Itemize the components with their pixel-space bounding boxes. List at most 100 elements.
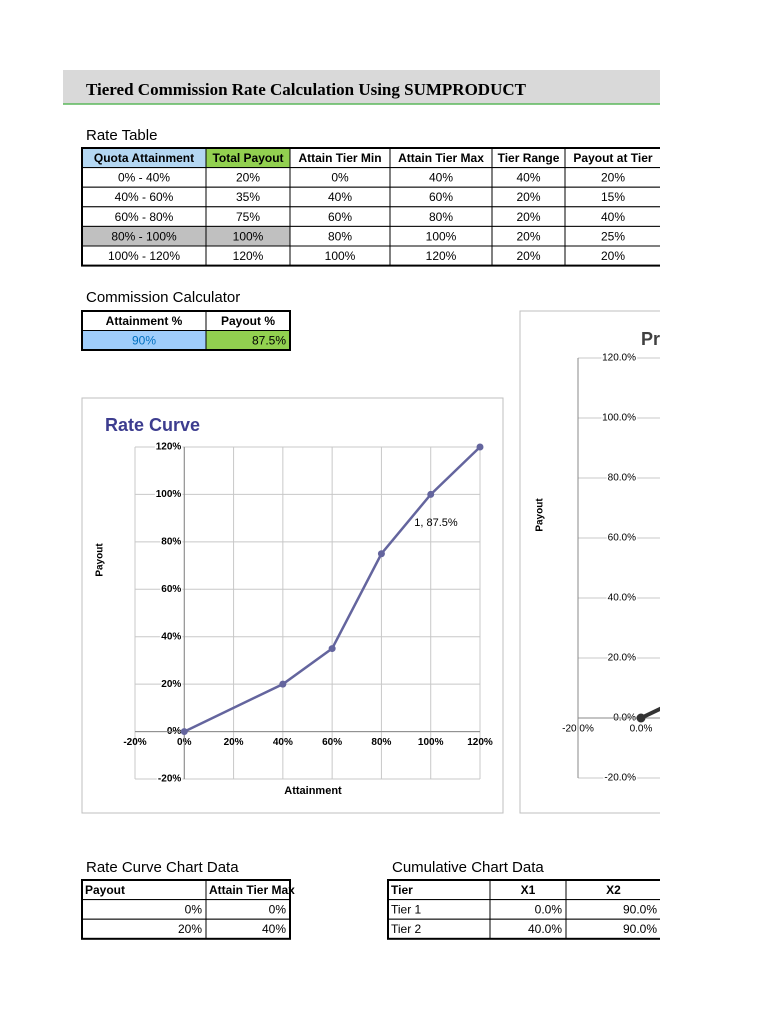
table-cell: 20%	[516, 210, 540, 224]
header-cell: Payout %	[221, 314, 275, 328]
header-cell: Attainment %	[106, 314, 183, 328]
x-tick-label: 0.0%	[630, 724, 653, 735]
y-tick-label: -20.0%	[604, 773, 636, 784]
clip-group: Quota Attainment Total Payout Attain Tier …	[81, 147, 660, 940]
table-cell: 100% - 120%	[108, 249, 180, 263]
chart-title: Pr	[641, 329, 660, 349]
table-cell: 40%	[262, 922, 286, 936]
x-tick-label: -20%	[123, 737, 146, 748]
data-line	[183, 446, 481, 733]
y-tick-label: 20.0%	[608, 653, 636, 664]
y-tick-label: 80.0%	[608, 473, 636, 484]
x-tick-label: 80%	[371, 737, 391, 748]
table-cell: 0%	[269, 903, 287, 917]
table-cell: 75%	[236, 210, 260, 224]
section-title: Rate Curve Chart Data	[86, 859, 239, 876]
header-cell: X1	[521, 883, 536, 897]
table-cell: 0%	[185, 903, 203, 917]
chart-box	[81, 397, 504, 814]
table-cell: Tier 1	[391, 903, 422, 917]
header-cell: Tier Range	[498, 151, 560, 165]
table-cell: 0.0%	[535, 903, 563, 917]
table-border	[81, 879, 291, 940]
table-cell: 20%	[236, 171, 260, 185]
table-cell: 0% - 40%	[118, 171, 170, 185]
x-tick-label: 120%	[467, 737, 493, 748]
chart-box	[519, 310, 660, 814]
header-cell: X2	[606, 883, 621, 897]
page-title: Tiered Commission Rate Calculation Using…	[86, 80, 527, 99]
x-tick-label: 40%	[273, 737, 293, 748]
table-cell: 100%	[233, 229, 264, 243]
table-cell: 90%	[132, 333, 156, 347]
table-cell: 40%	[328, 190, 352, 204]
table-cell: 20%	[601, 249, 625, 263]
table-cell: 80%	[328, 229, 352, 243]
y-tick-label: 100.0%	[602, 413, 636, 424]
data-point	[763, 654, 768, 663]
table-cell: 40%	[429, 171, 453, 185]
table-cell: 20%	[516, 190, 540, 204]
table-cell: 40%	[516, 171, 540, 185]
table-cell: 20%	[516, 229, 540, 243]
y-tick-label: 40%	[161, 631, 181, 642]
table-cell: 100%	[426, 229, 457, 243]
table-cell: 90.0%	[623, 903, 657, 917]
chart-title: Rate Curve	[105, 415, 200, 435]
y-tick-label: 40.0%	[608, 593, 636, 604]
header-cell: Quota Attainment	[94, 151, 194, 165]
title-bar	[63, 70, 660, 104]
y-tick-label: 60%	[161, 584, 181, 595]
y-tick-label: 20%	[161, 679, 181, 690]
table-border	[387, 879, 660, 940]
annotation: 1, 87.5%	[414, 517, 458, 529]
table-cell: 20%	[516, 249, 540, 263]
table-cell: 60%	[328, 210, 352, 224]
table-cell: 35%	[236, 190, 260, 204]
x-tick-label: 20%	[224, 737, 244, 748]
header-cell: Attain Tier Min	[298, 151, 381, 165]
data-point	[328, 645, 336, 653]
table-cell: 120%	[426, 249, 457, 263]
table-cell: 90.0%	[623, 922, 657, 936]
y-tick-label: 100%	[156, 489, 182, 500]
table-cell: 60% - 80%	[115, 210, 174, 224]
data-point	[636, 713, 646, 723]
table-cell: 15%	[601, 190, 625, 204]
header-cell: Total Payout	[212, 151, 283, 165]
y-axis-label: Payout	[95, 543, 106, 577]
y-tick-label: 120.0%	[602, 353, 636, 364]
section-title: Cumulative Chart Data	[392, 859, 544, 876]
table-border	[81, 147, 660, 267]
header-cell: Attain Tier Max	[398, 151, 484, 165]
table-cell: 80%	[429, 210, 453, 224]
header-cell: Payout at Tier	[573, 151, 652, 165]
data-point	[476, 443, 484, 451]
header-cell: Attain Tier Max	[209, 883, 295, 897]
section-title: Rate Table	[86, 127, 157, 144]
x-tick-label: 60%	[322, 737, 342, 748]
section-title: Commission Calculator	[86, 289, 240, 306]
x-axis-label: Attainment	[284, 785, 342, 797]
table-cell: 87.5%	[252, 333, 286, 347]
table-cell: 120%	[233, 249, 264, 263]
data-point	[427, 490, 435, 498]
table-cell: 60%	[429, 190, 453, 204]
y-tick-label: 120%	[156, 442, 182, 453]
table-cell: 20%	[178, 922, 202, 936]
y-tick-label: -20%	[158, 774, 181, 785]
table-cell: 0%	[331, 171, 349, 185]
table-cell: Tier 2	[391, 922, 422, 936]
y-tick-label: 60.0%	[608, 533, 636, 544]
clip-group: Pr Payout -20.0% 0.0% 20.0% 40.0% 60.0% 80.0% 10…	[535, 329, 768, 785]
header-cell: Payout	[85, 883, 125, 897]
table-cell: 100%	[325, 249, 356, 263]
x-tick-label: 100%	[418, 737, 444, 748]
table-cell: 25%	[601, 229, 625, 243]
y-axis-label: Payout	[535, 498, 546, 532]
data-point	[279, 680, 287, 688]
table-cell: 80% - 100%	[111, 229, 177, 243]
table-cell: 40.0%	[528, 922, 562, 936]
